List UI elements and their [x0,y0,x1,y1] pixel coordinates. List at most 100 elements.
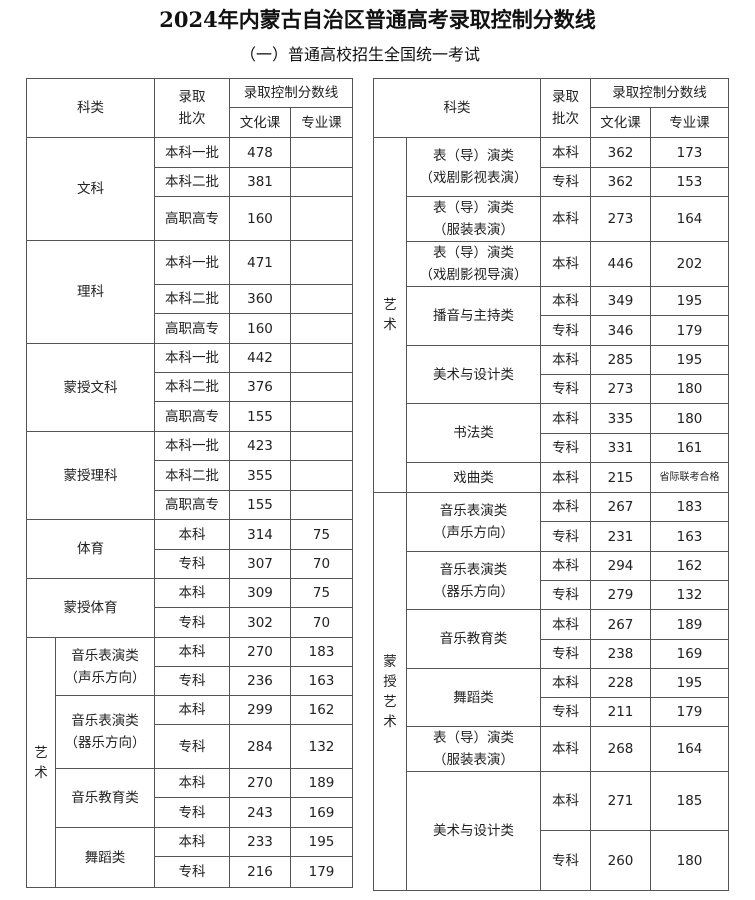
batch-cell: 本科 [154,578,230,608]
culture-score-cell: 260 [590,830,651,891]
subcategory-cell: 表（导）演类 （戏剧影视导演） [406,241,541,287]
category-cell: 蒙授体育 [26,578,155,638]
table-row: 本科二批 381 [27,167,353,197]
major-score-cell [290,401,353,432]
batch-cell: 高职高专 [154,313,230,344]
culture-score-cell: 155 [229,490,291,520]
subcategory-cell: 舞蹈类 [55,827,155,888]
culture-score-cell: 335 [590,403,651,434]
major-score-cell: 75 [290,578,353,608]
culture-score-cell: 233 [229,827,291,857]
table-row: 本科二批 360 [27,284,353,314]
major-score-cell: 183 [290,637,353,667]
major-score-cell [290,284,353,314]
major-score-cell: 70 [290,549,353,579]
major-score-cell: 132 [290,724,353,769]
table-row: 戏曲类 本科 215 省际联考合格 [374,462,729,493]
batch-cell: 专科 [540,374,591,404]
subcategory-cell: 播音与主持类 [406,286,541,346]
major-score-cell: 153 [650,167,729,197]
table-row: 专科 362 153 [374,167,729,197]
header-score-line: 录取控制分数线 [229,78,353,108]
batch-cell: 专科 [154,797,230,828]
major-score-cell: 195 [290,827,353,857]
category-cell: 文科 [26,137,155,241]
culture-score-cell: 284 [229,724,291,769]
major-score-cell: 195 [650,668,729,698]
major-score-cell: 162 [290,695,353,725]
batch-cell: 专科 [540,639,591,669]
major-score-cell [290,196,353,241]
category-cell: 蒙授理科 [26,431,155,520]
header-score-line: 录取控制分数线 [590,78,729,108]
major-score-cell [290,313,353,344]
batch-cell: 本科 [540,551,591,581]
table-row: 专科 243 169 [27,797,353,828]
batch-cell: 本科一批 [154,431,230,461]
header-batch: 录取 批次 [540,78,591,138]
major-score-cell [290,431,353,461]
table-row: 高职高专 155 [27,490,353,520]
culture-score-cell: 160 [229,313,291,344]
culture-score-cell: 267 [590,609,651,640]
batch-cell: 专科 [540,315,591,346]
batch-cell: 本科 [154,519,230,550]
major-score-cell: 189 [290,768,353,798]
batch-cell: 本科 [154,695,230,725]
subcategory-cell: 音乐教育类 [406,609,541,669]
batch-cell: 本科 [540,137,591,168]
subcategory-cell: 戏曲类 [406,462,541,493]
major-score-cell [290,240,353,285]
table-row: 表（导）演类 （服装表演） 本科 268 164 [374,726,729,772]
culture-score-cell: 231 [590,521,651,552]
table-row: 专科 216 179 [27,856,353,888]
batch-cell: 高职高专 [154,490,230,520]
table-row: 美术与设计类 本科 285 195 [374,345,729,404]
major-score-cell: 183 [650,492,729,522]
batch-cell: 本科 [540,726,591,772]
subcategory-cell: 表（导）演类 （服装表演） [406,726,541,772]
header-batch: 录取 批次 [154,78,230,138]
major-score-cell [290,137,353,168]
batch-cell: 专科 [540,697,591,727]
culture-score-cell: 346 [590,315,651,346]
major-score-cell: 169 [650,639,729,669]
culture-score-cell: 331 [590,433,651,463]
subcategory-cell: 表（导）演类 （戏剧影视表演） [406,137,541,197]
culture-score-cell: 423 [229,431,291,461]
culture-score-cell: 236 [229,666,291,696]
table-row: 表（导）演类 （服装表演） 本科 273 164 [374,196,729,242]
batch-cell: 专科 [154,724,230,769]
subcategory-cell: 音乐表演类 （器乐方向） [406,551,541,610]
table-row: 专科 236 163 [27,666,353,696]
subcategory-cell: 美术与设计类 [406,345,541,404]
table-row: 音乐表演类 （器乐方向） 本科 294 162 [374,551,729,610]
major-score-cell: 164 [650,196,729,242]
major-score-cell: 132 [650,580,729,610]
culture-score-cell: 285 [590,345,651,375]
culture-score-cell: 446 [590,241,651,287]
table-row: 专科 260 180 [374,830,729,891]
batch-cell: 本科二批 [154,460,230,491]
major-score-cell [290,343,353,373]
subcategory-cell: 书法类 [406,403,541,463]
batch-cell: 高职高专 [154,196,230,241]
batch-cell: 高职高专 [154,401,230,432]
culture-score-cell: 160 [229,196,291,241]
culture-score-cell: 243 [229,797,291,828]
subcategory-cell: 表（导）演类 （服装表演） [406,196,541,242]
major-score-cell [290,372,353,402]
table-row: 高职高专 155 [27,401,353,432]
major-score-cell: 163 [290,666,353,696]
category-cell: 理科 [26,240,155,344]
table-row: 舞蹈类 本科 233 195 [27,827,353,888]
batch-cell: 本科 [540,241,591,287]
batch-cell: 专科 [540,521,591,552]
table-row: 音乐教育类 本科 270 189 [27,768,353,828]
major-score-cell: 195 [650,286,729,316]
header-major: 专业课 [290,107,353,138]
culture-score-cell: 267 [590,492,651,522]
major-score-cell: 189 [650,609,729,640]
batch-cell: 本科 [540,462,591,493]
major-score-cell: 180 [650,830,729,891]
